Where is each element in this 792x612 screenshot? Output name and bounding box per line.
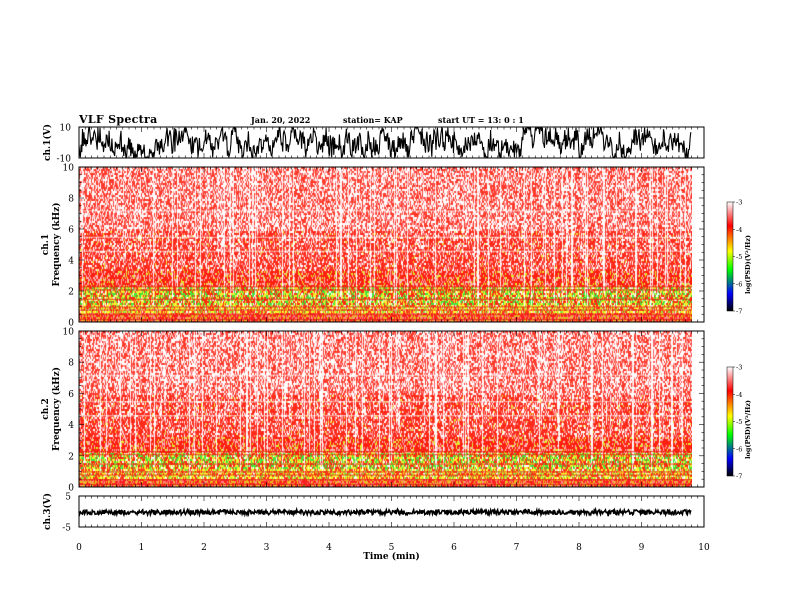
x-axis-label: Time (min) (363, 551, 420, 562)
y-axis-label-channel: ch.2 (41, 398, 51, 419)
x-tick-label: 5 (389, 543, 395, 553)
header-title: VLF Spectra (79, 113, 158, 126)
colorbar-tick-label: -7 (736, 308, 742, 316)
y-axis-label: ch.3(V) (42, 493, 53, 530)
y-tick-label: 0 (68, 484, 74, 494)
y-tick-label: 8 (68, 195, 74, 205)
x-tick-label: 3 (264, 543, 270, 553)
spectrogram-ch1 (79, 167, 692, 322)
colorbar-tick-label: -3 (736, 364, 742, 372)
y-axis-label-frequency: Frequency (kHz) (51, 202, 62, 286)
y-tick-label: -10 (57, 155, 72, 165)
colorbar (726, 201, 734, 312)
y-tick-label: 4 (68, 421, 74, 431)
colorbar-tick-label: -5 (736, 253, 742, 261)
colorbar-tick-label: -4 (736, 391, 742, 399)
y-tick-label: 8 (68, 359, 74, 369)
y-tick-label: 0 (68, 319, 74, 329)
x-tick-label: 1 (139, 543, 145, 553)
y-tick-label: 5 (65, 493, 71, 503)
colorbar-tick-label: -7 (736, 473, 742, 481)
ch3-waveform-line (78, 506, 692, 518)
y-axis-label-channel: ch.1 (41, 234, 51, 255)
y-tick-label: 6 (68, 226, 74, 236)
y-tick-label: 4 (68, 257, 74, 267)
y-tick-label: -5 (62, 524, 71, 534)
y-tick-label: 2 (68, 288, 74, 298)
colorbar-tick-label: -5 (736, 418, 742, 426)
header-station: station= KAP (343, 115, 403, 125)
y-tick-label: 2 (68, 452, 74, 462)
colorbar-label: log(PSD)(V²/Hz) (744, 235, 752, 294)
x-tick-label: 4 (326, 543, 332, 553)
colorbar (726, 366, 734, 477)
colorbar-tick-label: -4 (736, 226, 742, 234)
y-tick-label: 10 (63, 164, 75, 174)
spectrogram-ch2 (79, 331, 692, 487)
y-tick-label: 6 (68, 390, 74, 400)
colorbar-tick-label: -6 (736, 445, 742, 453)
header-start-time: start UT = 13: 0 : 1 (438, 115, 524, 125)
x-tick-label: 6 (451, 543, 457, 553)
colorbar-label: log(PSD)(V²/Hz) (744, 400, 752, 459)
header-date: Jan. 20, 2022 (251, 115, 311, 125)
y-axis-label-frequency: Frequency (kHz) (51, 367, 62, 451)
colorbar-tick-label: -6 (736, 280, 742, 288)
x-tick-label: 2 (201, 543, 207, 553)
ch1-waveform-line (78, 126, 692, 160)
x-tick-label: 9 (639, 543, 645, 553)
spectrogram-image (79, 331, 692, 487)
x-tick-label: 7 (514, 543, 520, 553)
spectrogram-image (79, 167, 692, 322)
x-tick-label: 8 (576, 543, 582, 553)
y-tick-label: 10 (60, 124, 72, 134)
x-tick-label: 0 (76, 543, 82, 553)
y-axis-label: ch.1(V) (42, 124, 53, 161)
colorbar-tick-label: -3 (736, 199, 742, 207)
x-tick-label: 10 (698, 543, 710, 553)
y-tick-label: 10 (63, 328, 75, 338)
